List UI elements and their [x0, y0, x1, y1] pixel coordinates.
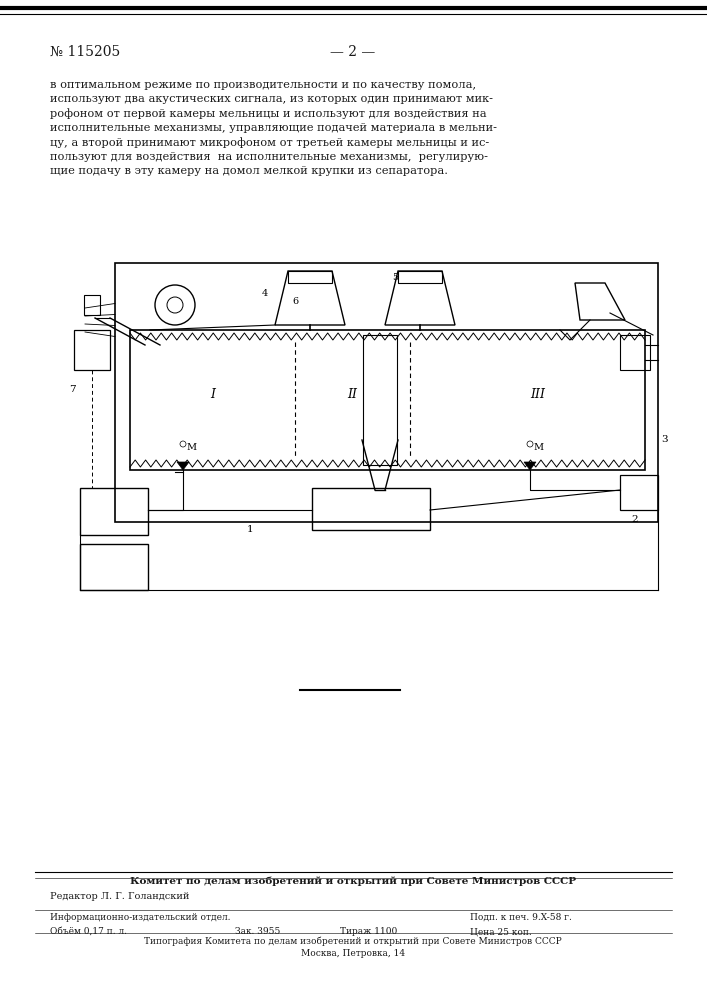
Text: Цена 25 коп.: Цена 25 коп. [470, 927, 532, 936]
Text: III: III [530, 388, 545, 401]
Text: 6: 6 [292, 296, 298, 306]
Polygon shape [177, 462, 189, 470]
Text: № 115205: № 115205 [50, 45, 120, 59]
Text: Типография Комитета по делам изобретений и открытий при Совете Министров СССР: Типография Комитета по делам изобретений… [144, 936, 562, 946]
Text: Объём 0,17 п. л.: Объём 0,17 п. л. [50, 927, 127, 936]
Text: 1: 1 [247, 526, 253, 534]
Text: в оптимальном режиме по производительности и по качеству помола,
используют два : в оптимальном режиме по производительнос… [50, 80, 497, 176]
Circle shape [180, 441, 186, 447]
Text: Тираж 1100: Тираж 1100 [340, 927, 397, 936]
Text: 4: 4 [262, 288, 268, 298]
Text: 5: 5 [392, 273, 398, 282]
Text: M: M [186, 444, 196, 452]
Text: I: I [210, 388, 215, 401]
Text: M: M [533, 444, 543, 452]
Text: 7: 7 [69, 385, 76, 394]
Text: — 2 —: — 2 — [330, 45, 375, 59]
Text: Информационно-издательский отдел.: Информационно-издательский отдел. [50, 913, 230, 922]
Text: 2: 2 [631, 516, 638, 524]
Text: 3: 3 [662, 436, 668, 444]
Polygon shape [524, 462, 536, 470]
Circle shape [527, 441, 533, 447]
Text: Москва, Петровка, 14: Москва, Петровка, 14 [301, 949, 405, 958]
Text: Подп. к печ. 9.X-58 г.: Подп. к печ. 9.X-58 г. [470, 913, 572, 922]
Text: Комитет по делам изобретений и открытий при Совете Министров СССР: Комитет по делам изобретений и открытий … [130, 877, 576, 886]
Text: Редактор Л. Г. Голандский: Редактор Л. Г. Голандский [50, 892, 189, 901]
Text: II: II [348, 388, 358, 401]
Text: Зак. 3955: Зак. 3955 [235, 927, 281, 936]
